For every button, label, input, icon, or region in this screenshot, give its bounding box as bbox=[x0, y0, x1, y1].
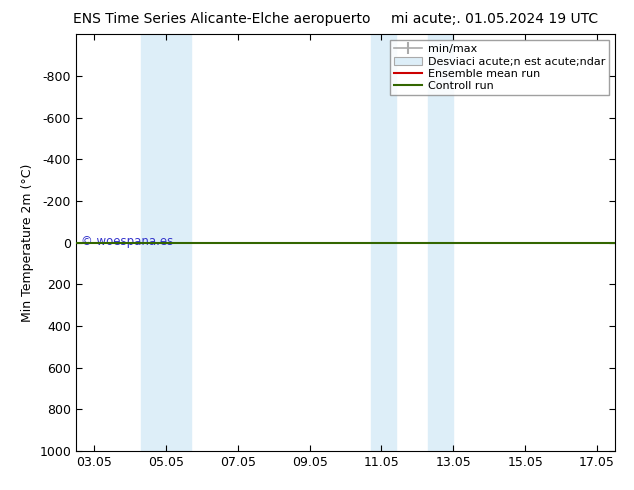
Bar bbox=[141, 34, 166, 451]
Text: mi acute;. 01.05.2024 19 UTC: mi acute;. 01.05.2024 19 UTC bbox=[391, 12, 598, 26]
Bar bbox=[166, 34, 191, 451]
Bar bbox=[428, 34, 453, 451]
Text: © woespana.es: © woespana.es bbox=[81, 235, 174, 248]
Bar bbox=[371, 34, 396, 451]
Legend: min/max, Desviaci acute;n est acute;ndar, Ensemble mean run, Controll run: min/max, Desviaci acute;n est acute;ndar… bbox=[390, 40, 609, 96]
Y-axis label: Min Temperature 2m (°C): Min Temperature 2m (°C) bbox=[21, 163, 34, 322]
Text: ENS Time Series Alicante-Elche aeropuerto: ENS Time Series Alicante-Elche aeropuert… bbox=[73, 12, 371, 26]
